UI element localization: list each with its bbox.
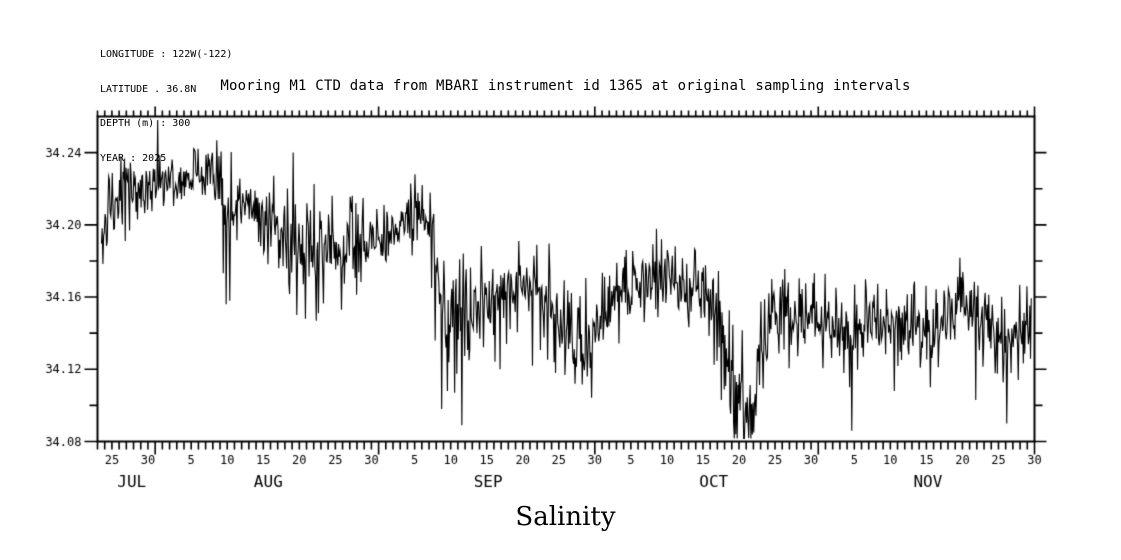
variable-label: Salinity [515,502,616,532]
